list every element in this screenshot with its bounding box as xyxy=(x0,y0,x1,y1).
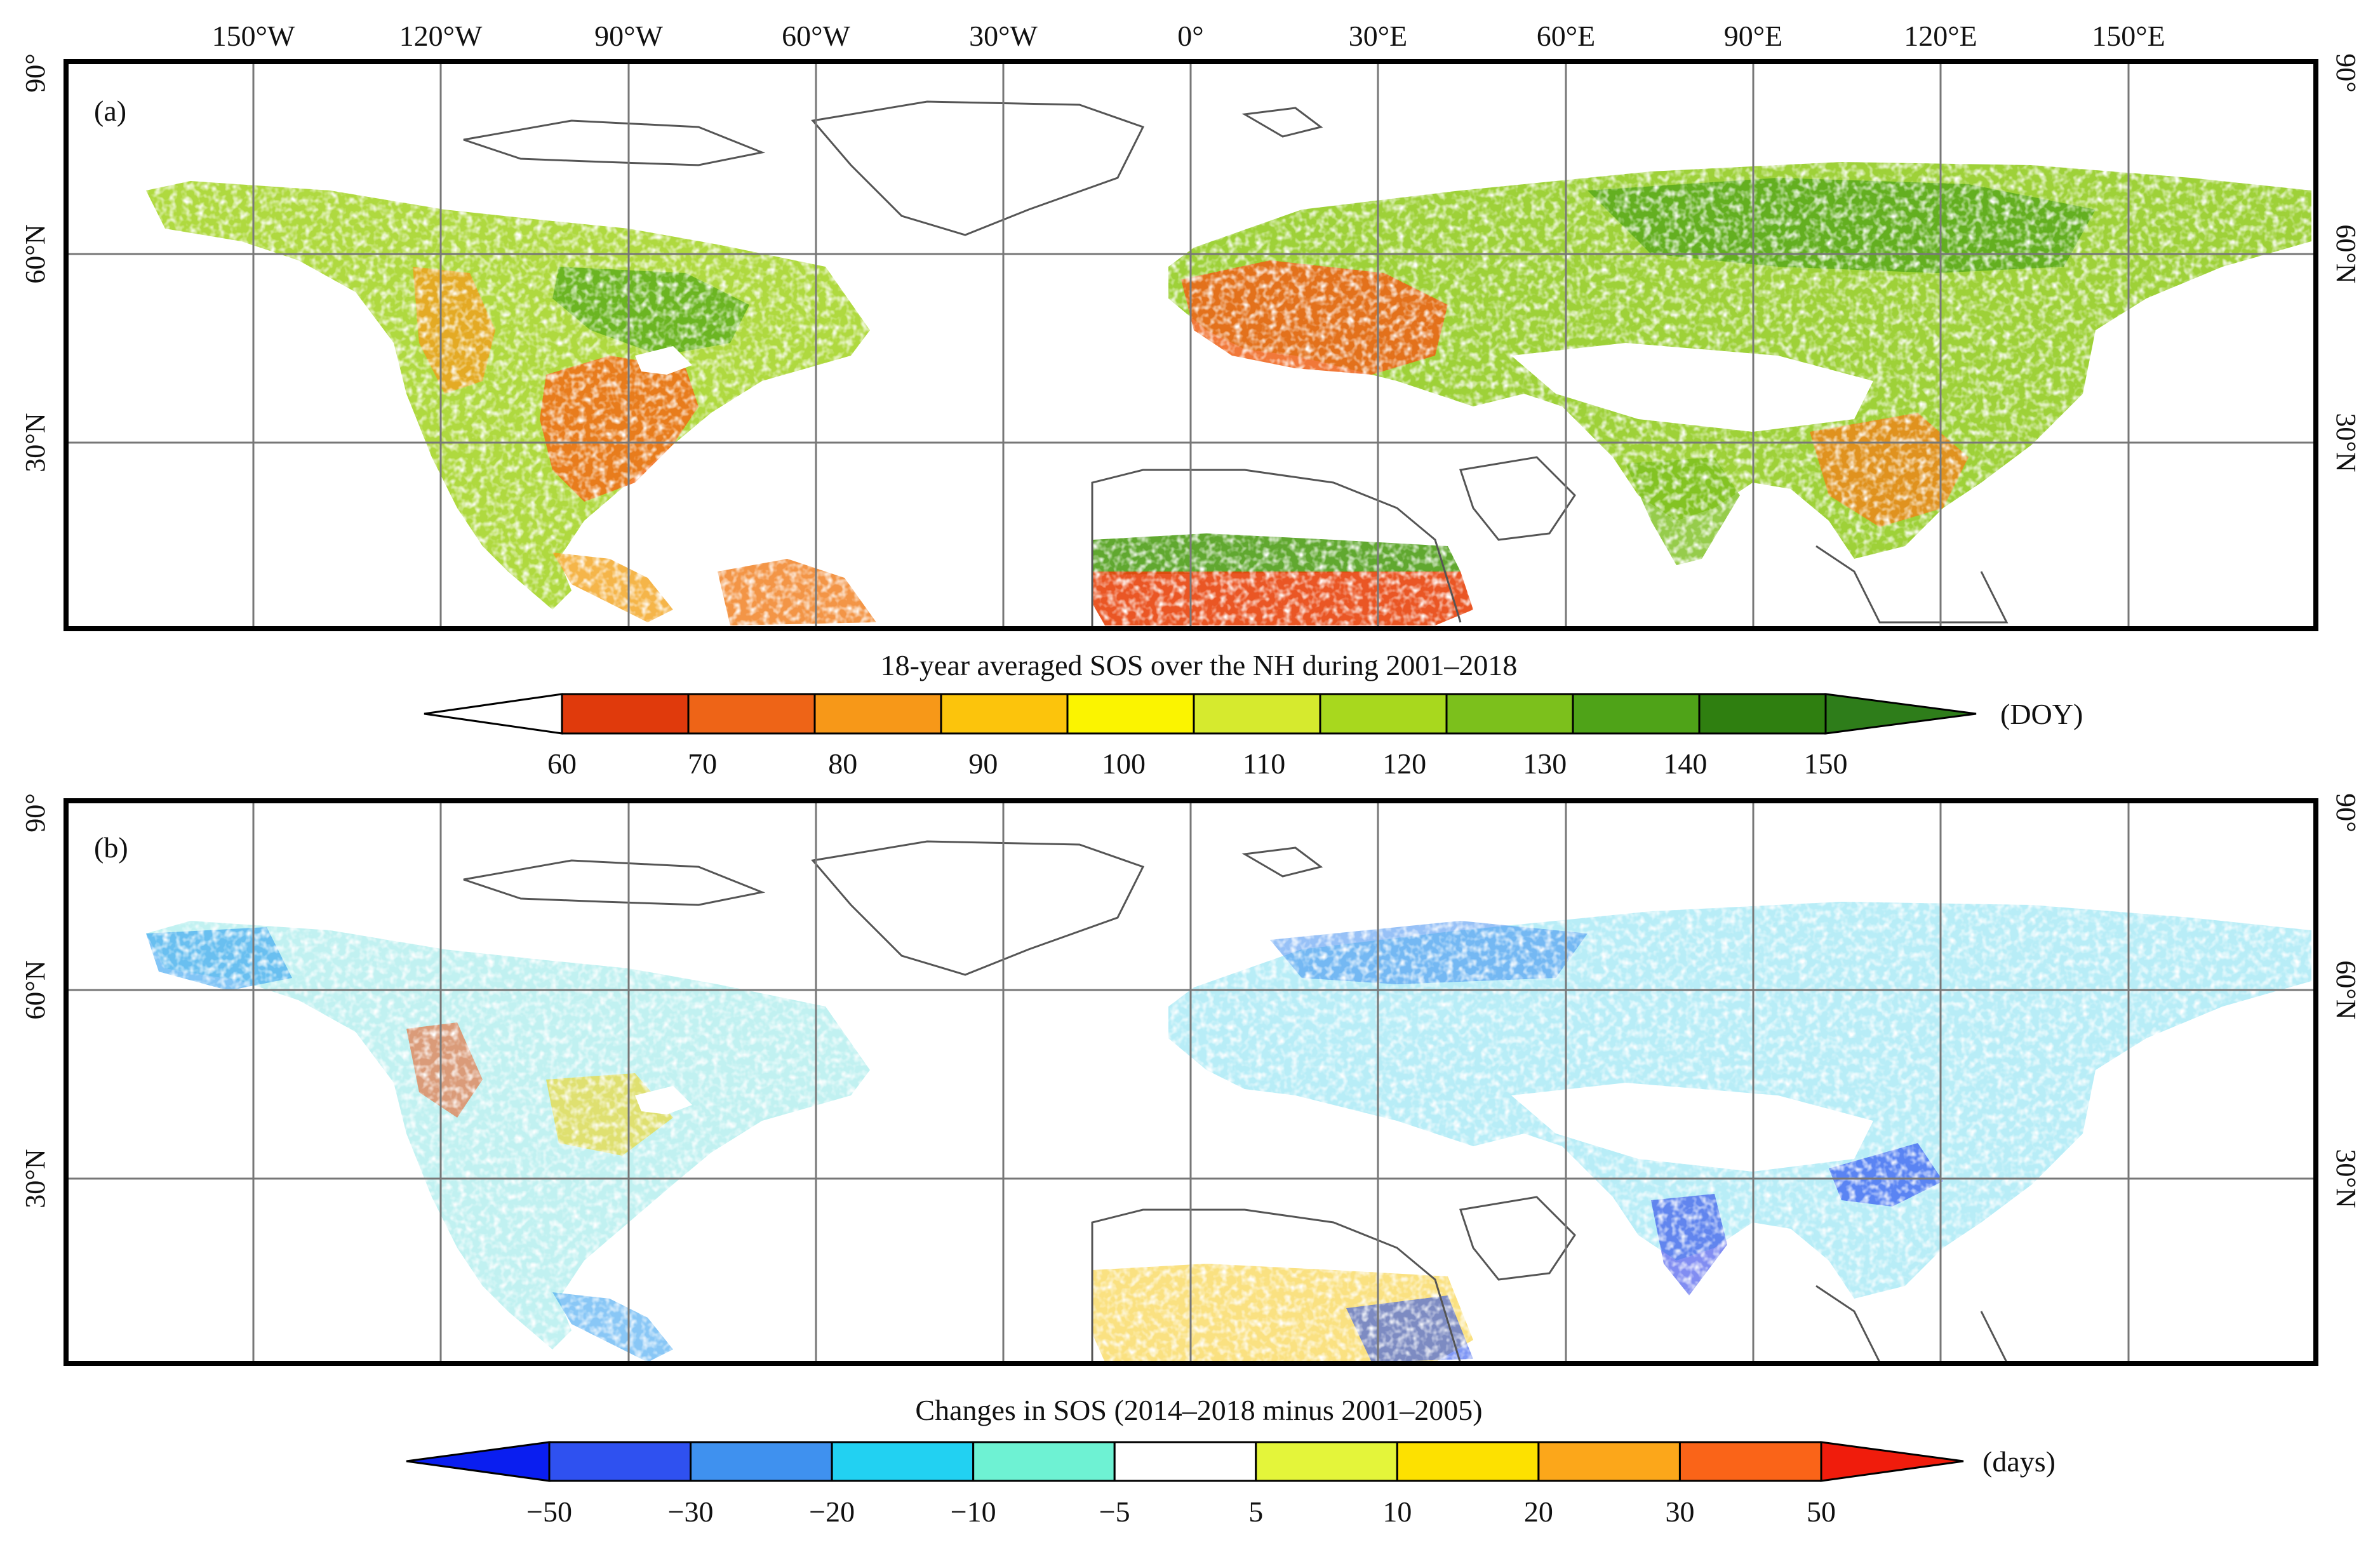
lon-label-150e: 150°E xyxy=(2092,20,2165,52)
lon-label-60w: 60°W xyxy=(782,20,850,52)
cbB-tick-9: 50 xyxy=(1807,1495,1836,1528)
cbB-tick-2: −20 xyxy=(809,1495,855,1528)
cbA-cell-3 xyxy=(940,693,1069,735)
cbB-cell-6 xyxy=(1396,1441,1540,1482)
colorbar-b: Changes in SOS (2014–2018 minus 2001–200… xyxy=(406,1394,2056,1528)
colorbar-a-over-arrow xyxy=(1824,693,1977,735)
colorbar-b-ticks: −50 −30 −20 −10 −5 5 10 20 30 50 xyxy=(526,1495,1836,1528)
lon-label-60e: 60°E xyxy=(1537,20,1596,52)
colorbar-a-ticks: 60 70 80 90 100 110 120 130 140 150 xyxy=(547,747,1848,780)
lon-label-90w: 90°W xyxy=(594,20,663,52)
lon-label-30w: 30°W xyxy=(969,20,1038,52)
lon-label-150w: 150°W xyxy=(212,20,295,52)
panel-b-frame xyxy=(64,798,2318,1366)
lat-b-left-90: 90° xyxy=(20,793,51,833)
cbB-tick-4: −5 xyxy=(1099,1495,1130,1528)
lon-label-120w: 120°W xyxy=(399,20,483,52)
cbA-cell-0 xyxy=(561,693,690,735)
lat-a-right-90: 90° xyxy=(2330,53,2362,93)
colorbar-b-cells xyxy=(548,1441,1822,1482)
lon-label-30e: 30°E xyxy=(1349,20,1408,52)
lon-label-90e: 90°E xyxy=(1724,20,1783,52)
lon-label-0: 0° xyxy=(1177,20,1203,52)
lat-b-left-60: 60°N xyxy=(20,960,51,1019)
cbB-cell-4 xyxy=(1113,1441,1257,1482)
cbA-cell-1 xyxy=(687,693,816,735)
longitude-labels: 150°W 120°W 90°W 60°W 30°W 0° 30°E 60°E … xyxy=(212,20,2165,52)
panel-b: (b) 90° 60°N 30°N 90° 60°N 30°N xyxy=(20,793,2362,1366)
panel-b-label: (b) xyxy=(94,831,128,864)
panel-a-frame xyxy=(64,59,2318,631)
cbB-cell-0 xyxy=(548,1441,692,1482)
cbA-tick-7: 130 xyxy=(1523,747,1567,780)
colorbar-b-title: Changes in SOS (2014–2018 minus 2001–200… xyxy=(915,1394,1482,1426)
cbB-tick-3: −10 xyxy=(951,1495,996,1528)
cbA-cell-6 xyxy=(1319,693,1448,735)
panel-b-graticule xyxy=(66,801,2316,1363)
cbB-tick-1: −30 xyxy=(668,1495,714,1528)
colorbar-b-under-arrow xyxy=(406,1441,551,1482)
cbA-cell-9 xyxy=(1698,693,1827,735)
cbB-tick-6: 10 xyxy=(1382,1495,1412,1528)
cbB-tick-8: 30 xyxy=(1665,1495,1694,1528)
lat-a-right-60: 60°N xyxy=(2330,224,2362,283)
cbA-tick-4: 100 xyxy=(1102,747,1146,780)
colorbar-a-cells xyxy=(561,693,1827,735)
cbB-cell-5 xyxy=(1255,1441,1398,1482)
cbB-cell-2 xyxy=(831,1441,975,1482)
colorbar-b-unit: (days) xyxy=(1982,1445,2056,1478)
cbA-tick-3: 90 xyxy=(968,747,998,780)
cbB-tick-5: 5 xyxy=(1248,1495,1263,1528)
cbA-tick-9: 150 xyxy=(1804,747,1848,780)
lat-b-right-30: 30°N xyxy=(2330,1149,2362,1208)
lat-b-left-30: 30°N xyxy=(20,1149,51,1208)
colorbar-a-unit: (DOY) xyxy=(2000,698,2083,730)
panel-a-graticule xyxy=(66,62,2316,629)
cbA-cell-7 xyxy=(1445,693,1574,735)
cbA-cell-5 xyxy=(1193,693,1321,735)
colorbar-a-title: 18-year averaged SOS over the NH during … xyxy=(881,649,1518,681)
lat-a-left-30: 30°N xyxy=(20,413,51,472)
cbA-cell-8 xyxy=(1572,693,1701,735)
lat-a-right-30: 30°N xyxy=(2330,413,2362,472)
cbA-cell-2 xyxy=(813,693,942,735)
cbA-tick-6: 120 xyxy=(1382,747,1426,780)
cbB-cell-8 xyxy=(1678,1441,1822,1482)
panel-a-latitude-labels: 90° 60°N 30°N 90° 60°N 30°N xyxy=(20,53,2362,472)
cbA-tick-8: 140 xyxy=(1663,747,1707,780)
lon-label-120e: 120°E xyxy=(1904,20,1977,52)
cbB-tick-7: 20 xyxy=(1524,1495,1553,1528)
cbA-tick-5: 110 xyxy=(1243,747,1285,780)
colorbar-b-over-arrow xyxy=(1820,1441,1964,1482)
colorbar-a-under-arrow xyxy=(424,693,563,735)
cbA-cell-4 xyxy=(1066,693,1195,735)
lat-b-right-60: 60°N xyxy=(2330,960,2362,1019)
panel-a-label: (a) xyxy=(94,95,126,127)
lat-a-left-60: 60°N xyxy=(20,224,51,283)
cbA-tick-2: 80 xyxy=(828,747,857,780)
cbB-tick-0: −50 xyxy=(526,1495,572,1528)
cbA-tick-1: 70 xyxy=(688,747,717,780)
cbB-cell-1 xyxy=(690,1441,833,1482)
lat-a-left-90: 90° xyxy=(20,53,51,93)
colorbar-a: 18-year averaged SOS over the NH during … xyxy=(424,649,2083,780)
cbA-tick-0: 60 xyxy=(547,747,577,780)
panel-a: (a) 150°W 120°W 90°W 60°W 30°W 0° 30°E 6… xyxy=(20,20,2362,631)
cbB-cell-7 xyxy=(1537,1441,1681,1482)
cbB-cell-3 xyxy=(972,1441,1116,1482)
panel-b-latitude-labels: 90° 60°N 30°N 90° 60°N 30°N xyxy=(20,793,2362,1208)
lat-b-right-90: 90° xyxy=(2330,793,2362,833)
